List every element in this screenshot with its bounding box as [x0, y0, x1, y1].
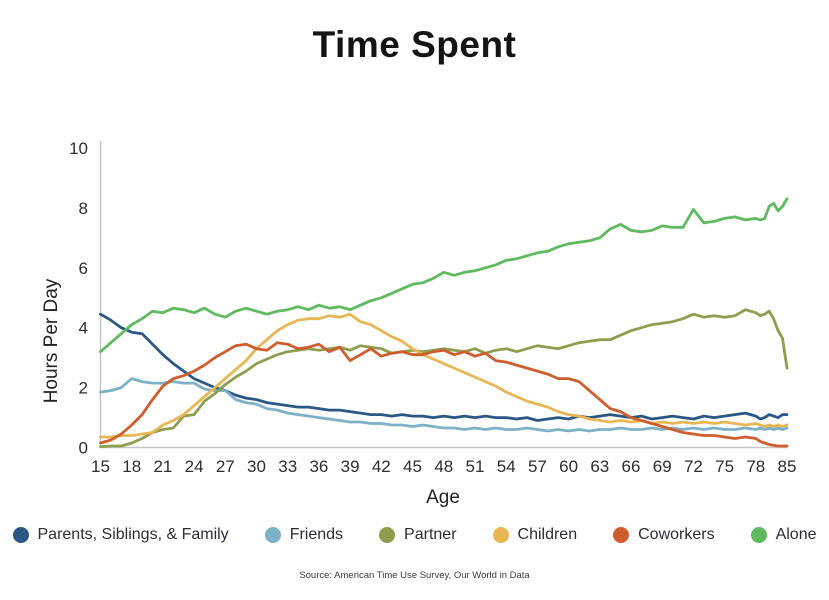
x-tick-label: 63 — [590, 457, 609, 476]
legend-item-parents-siblings-family: Parents, Siblings, & Family — [12, 526, 229, 544]
y-tick-label: 4 — [79, 319, 88, 338]
legend-label-coworkers: Coworkers — [638, 526, 715, 543]
legend-swatch-friends — [264, 527, 281, 543]
legend-item-alone: Alone — [750, 526, 817, 544]
x-tick-label: 15 — [91, 457, 110, 476]
x-tick-label: 27 — [216, 457, 235, 476]
x-tick-label: 66 — [622, 457, 641, 476]
y-tick-label: 8 — [79, 199, 88, 218]
legend-label-alone: Alone — [775, 526, 817, 543]
x-tick-label: 45 — [403, 457, 422, 476]
chart-title: Time Spent — [312, 24, 517, 65]
x-axis-title: Age — [426, 487, 460, 508]
legend-label-friends: Friends — [289, 526, 344, 543]
legend-item-friends: Friends — [264, 526, 344, 544]
y-tick-label: 2 — [79, 379, 88, 398]
y-tick-label: 10 — [69, 139, 88, 158]
chart-legend: Parents, Siblings, & Family Friends Part… — [0, 526, 829, 544]
series-line-friends — [99, 377, 789, 433]
x-tick-label: 72 — [684, 457, 703, 476]
x-tick-label: 51 — [466, 457, 485, 476]
x-tick-label: 78 — [746, 457, 765, 476]
x-tick-label: 42 — [372, 457, 391, 476]
y-axis-tick-labels: 0 2 4 6 8 10 — [69, 139, 88, 458]
x-tick-label: 18 — [122, 457, 141, 476]
x-tick-label: 33 — [278, 457, 297, 476]
legend-swatch-coworkers — [613, 527, 630, 543]
legend-label-children: Children — [517, 526, 578, 543]
plot-series-lines — [99, 197, 789, 449]
x-tick-label: 85 — [778, 457, 797, 476]
x-tick-label: 60 — [559, 457, 578, 476]
x-tick-label: 36 — [309, 457, 328, 476]
legend-item-coworkers: Coworkers — [613, 526, 715, 544]
legend-item-children: Children — [492, 526, 578, 544]
y-tick-label: 0 — [79, 439, 88, 458]
legend-swatch-alone — [750, 527, 767, 543]
x-tick-label: 39 — [341, 457, 360, 476]
source-attribution: Source: American Time Use Survey, Our Wo… — [299, 570, 530, 581]
legend-label-parents-siblings-family: Parents, Siblings, & Family — [37, 526, 229, 543]
y-axis-title: Hours Per Day — [41, 278, 62, 403]
series-line-alone — [99, 197, 789, 354]
legend-swatch-parents-siblings-family — [12, 527, 29, 543]
legend-item-partner: Partner — [379, 526, 457, 544]
x-axis-tick-labels: 15 18 21 24 27 30 33 36 39 42 45 48 51 54 57 60 63 66 69 72… — [91, 457, 796, 476]
x-tick-label: 57 — [528, 457, 547, 476]
series-line-partner — [99, 308, 789, 449]
x-tick-label: 24 — [185, 457, 204, 476]
legend-swatch-children — [492, 527, 509, 543]
x-tick-label: 75 — [715, 457, 734, 476]
series-line-children — [99, 312, 789, 439]
x-tick-label: 30 — [247, 457, 266, 476]
x-tick-label: 69 — [653, 457, 672, 476]
y-tick-label: 6 — [79, 259, 88, 278]
x-tick-label: 21 — [153, 457, 172, 476]
legend-label-partner: Partner — [404, 526, 457, 543]
legend-swatch-partner — [379, 527, 396, 543]
x-tick-label: 48 — [434, 457, 453, 476]
x-tick-label: 54 — [497, 457, 516, 476]
series-line-coworkers — [99, 341, 789, 448]
